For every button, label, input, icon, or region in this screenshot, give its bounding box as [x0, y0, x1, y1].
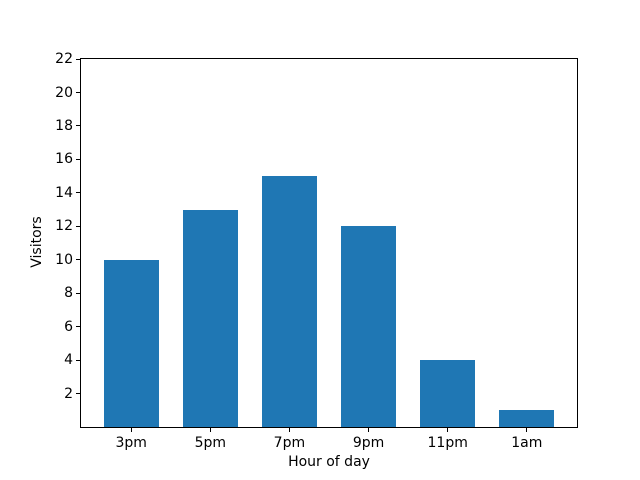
y-tick-mark	[76, 158, 80, 160]
x-tick-label: 3pm	[115, 435, 147, 451]
y-tick-label: 4	[64, 352, 73, 369]
y-tick-mark	[76, 259, 80, 261]
y-tick-mark	[76, 393, 80, 394]
x-tick-mark	[526, 428, 528, 432]
x-tick-mark	[209, 428, 211, 432]
y-tick-mark	[76, 192, 80, 194]
bar-1am	[499, 410, 555, 427]
y-tick-mark	[76, 225, 80, 227]
y-tick-mark	[76, 292, 80, 294]
x-tick-label: 9pm	[352, 435, 385, 451]
y-tick-label: 16	[55, 151, 73, 168]
y-tick-label: 10	[55, 251, 73, 268]
y-tick-label: 8	[64, 285, 73, 302]
y-tick-label: 12	[55, 218, 73, 235]
x-tick-mark	[130, 428, 132, 432]
y-tick-label: 14	[55, 184, 73, 201]
plot-area: 3pm 5pm 7pm 9pm 11pm 1am 2 4 6 8 10 12 14 16 18 20 22	[55, 51, 578, 451]
bar-9pm	[340, 226, 397, 427]
bar-11pm	[420, 360, 476, 427]
y-tick-label: 22	[55, 51, 73, 67]
y-tick-mark	[76, 125, 80, 127]
x-tick-mark	[368, 428, 370, 432]
y-tick-mark	[76, 326, 80, 328]
x-axis-label: Hour of day	[288, 454, 370, 470]
y-tick-mark	[76, 92, 80, 93]
x-tick-mark	[447, 428, 449, 432]
y-tick-label: 6	[64, 318, 73, 335]
y-tick-label: 2	[64, 385, 73, 402]
x-tick-label: 5pm	[194, 435, 227, 451]
y-tick-mark	[76, 359, 80, 361]
x-tick-label: 7pm	[273, 435, 306, 451]
y-tick-label: 18	[55, 117, 73, 134]
bar-7pm	[261, 176, 318, 427]
bar-5pm	[182, 210, 239, 427]
x-tick-label: 11pm	[427, 435, 468, 451]
x-tick-label: 1am	[511, 435, 543, 451]
x-tick-mark	[288, 428, 290, 432]
bar-3pm	[103, 260, 159, 427]
y-tick-mark	[76, 58, 80, 60]
y-tick-label: 20	[55, 84, 73, 101]
